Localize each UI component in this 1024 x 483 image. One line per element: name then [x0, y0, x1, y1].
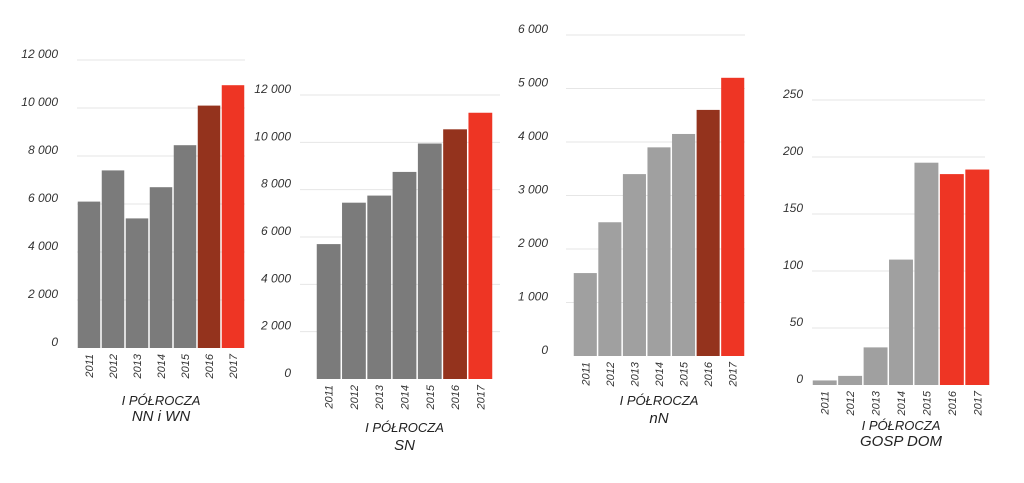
x-tick-label: 2017 [972, 390, 984, 416]
y-tick-label: 8 000 [261, 177, 291, 191]
x-tick-label: 2015 [921, 390, 933, 416]
y-tick-label: 6 000 [261, 224, 291, 238]
bar-2016 [443, 129, 467, 379]
y-tick-label: 4 000 [518, 129, 548, 143]
chart-caption-line1: I PÓŁROCZA [620, 393, 699, 408]
x-tick-label: 2015 [425, 384, 437, 410]
y-tick-label: 0 [51, 335, 58, 349]
bar-2017 [721, 77, 745, 357]
y-tick-label: 5 000 [518, 76, 548, 90]
y-tick-label: 12 000 [21, 47, 58, 61]
y-tick-label: 0 [284, 366, 291, 380]
x-tick-label: 2016 [703, 361, 715, 387]
bar-2013 [622, 174, 646, 356]
x-tick-label: 2014 [400, 385, 412, 410]
x-tick-label: 2014 [896, 391, 908, 416]
x-tick-label: 2011 [324, 385, 336, 410]
bar-2014 [889, 259, 913, 385]
y-tick-label: 6 000 [518, 22, 548, 36]
bar-2017 [221, 85, 245, 348]
y-tick-label: 4 000 [28, 239, 58, 253]
y-tick-label: 100 [783, 258, 803, 272]
y-tick-label: 2 000 [27, 287, 58, 301]
chart-caption-line1: I PÓŁROCZA [862, 418, 941, 433]
chart-panel-1: 0 2 000 4 000 6 000 8 000 10 000 12 000 2011 201… [21, 47, 245, 425]
bar-2012 [342, 202, 366, 379]
x-tick-label: 2013 [629, 361, 641, 387]
x-tick-label: 2012 [845, 391, 857, 416]
x-tick-label: 2015 [180, 353, 192, 379]
chart-panel-3: 0 1 000 2 000 3 000 4 000 5 000 6 000 2011 2012 2… [517, 22, 745, 427]
y-tick-label: 2 000 [517, 236, 548, 250]
bar-2014 [149, 187, 173, 348]
bar-2016 [696, 109, 720, 357]
x-tick-label: 2012 [108, 354, 120, 379]
x-tick-label: 2015 [679, 361, 691, 387]
y-tick-label: 0 [541, 343, 548, 357]
y-tick-label: 3 000 [518, 183, 548, 197]
y-tick-label: 8 000 [28, 143, 58, 157]
x-tick-label: 2013 [374, 384, 386, 410]
bar-2011 [573, 273, 597, 356]
x-tick-label: 2012 [349, 385, 361, 410]
bar-2015 [173, 145, 197, 348]
y-tick-label: 200 [782, 144, 803, 158]
bar-2013 [367, 195, 392, 379]
bar-2017 [965, 169, 990, 385]
bar-2015 [914, 162, 939, 385]
bar-2016 [197, 105, 221, 348]
y-tick-label: 10 000 [254, 129, 291, 143]
bar-2016 [939, 174, 964, 385]
bar-2015 [672, 133, 696, 356]
x-tick-label: 2011 [580, 362, 592, 387]
bar-2014 [392, 171, 417, 379]
x-tick-label: 2013 [871, 390, 883, 416]
chart-panel-2: 0 2 000 4 000 6 000 8 000 10 000 12 000 2011 201… [254, 82, 500, 454]
x-tick-label: 2014 [156, 354, 168, 379]
x-tick-label: 2011 [820, 391, 832, 416]
x-tick-label: 2017 [728, 361, 740, 387]
chart-caption-line2: SN [394, 437, 415, 454]
x-tick-label: 2016 [450, 384, 462, 410]
chart-caption-line2: NN i WN [132, 408, 190, 425]
x-tick-label: 2012 [605, 362, 617, 387]
y-tick-label: 1 000 [518, 290, 548, 304]
y-tick-label: 10 000 [21, 95, 58, 109]
bar-2017 [468, 112, 493, 379]
x-tick-label: 2016 [947, 390, 959, 416]
x-tick-label: 2011 [84, 354, 96, 379]
bar-2013 [125, 218, 149, 348]
y-tick-label: 2 000 [260, 319, 291, 333]
x-tick-label: 2017 [228, 353, 240, 379]
bar-2011 [812, 380, 837, 385]
bar-2015 [417, 143, 442, 379]
bar-2012 [838, 375, 863, 385]
y-tick-label: 250 [782, 87, 803, 101]
x-tick-label: 2017 [475, 384, 487, 410]
y-tick-label: 12 000 [254, 82, 291, 96]
bar-2014 [647, 147, 671, 356]
chart-caption-line1: I PÓŁROCZA [122, 393, 201, 408]
bar-2012 [598, 222, 622, 356]
y-tick-label: 0 [796, 372, 803, 386]
x-tick-label: 2014 [654, 362, 666, 387]
chart-panel-4: 0 50 100 150 200 250 2011 2012 2013 2014 2015 2016 2… [782, 87, 990, 450]
x-tick-label: 2013 [132, 353, 144, 379]
bar-2012 [101, 170, 125, 348]
chart-caption-line2: GOSP DOM [860, 433, 942, 450]
y-tick-label: 4 000 [261, 271, 291, 285]
chart-caption-line2: nN [649, 410, 668, 427]
bar-2011 [77, 201, 101, 348]
y-tick-label: 50 [790, 315, 804, 329]
bar-2013 [863, 347, 888, 385]
bar-2011 [316, 244, 341, 379]
x-tick-label: 2016 [204, 353, 216, 379]
y-tick-label: 150 [783, 201, 803, 215]
chart-caption-line1: I PÓŁROCZA [365, 420, 444, 435]
y-tick-label: 6 000 [28, 191, 58, 205]
